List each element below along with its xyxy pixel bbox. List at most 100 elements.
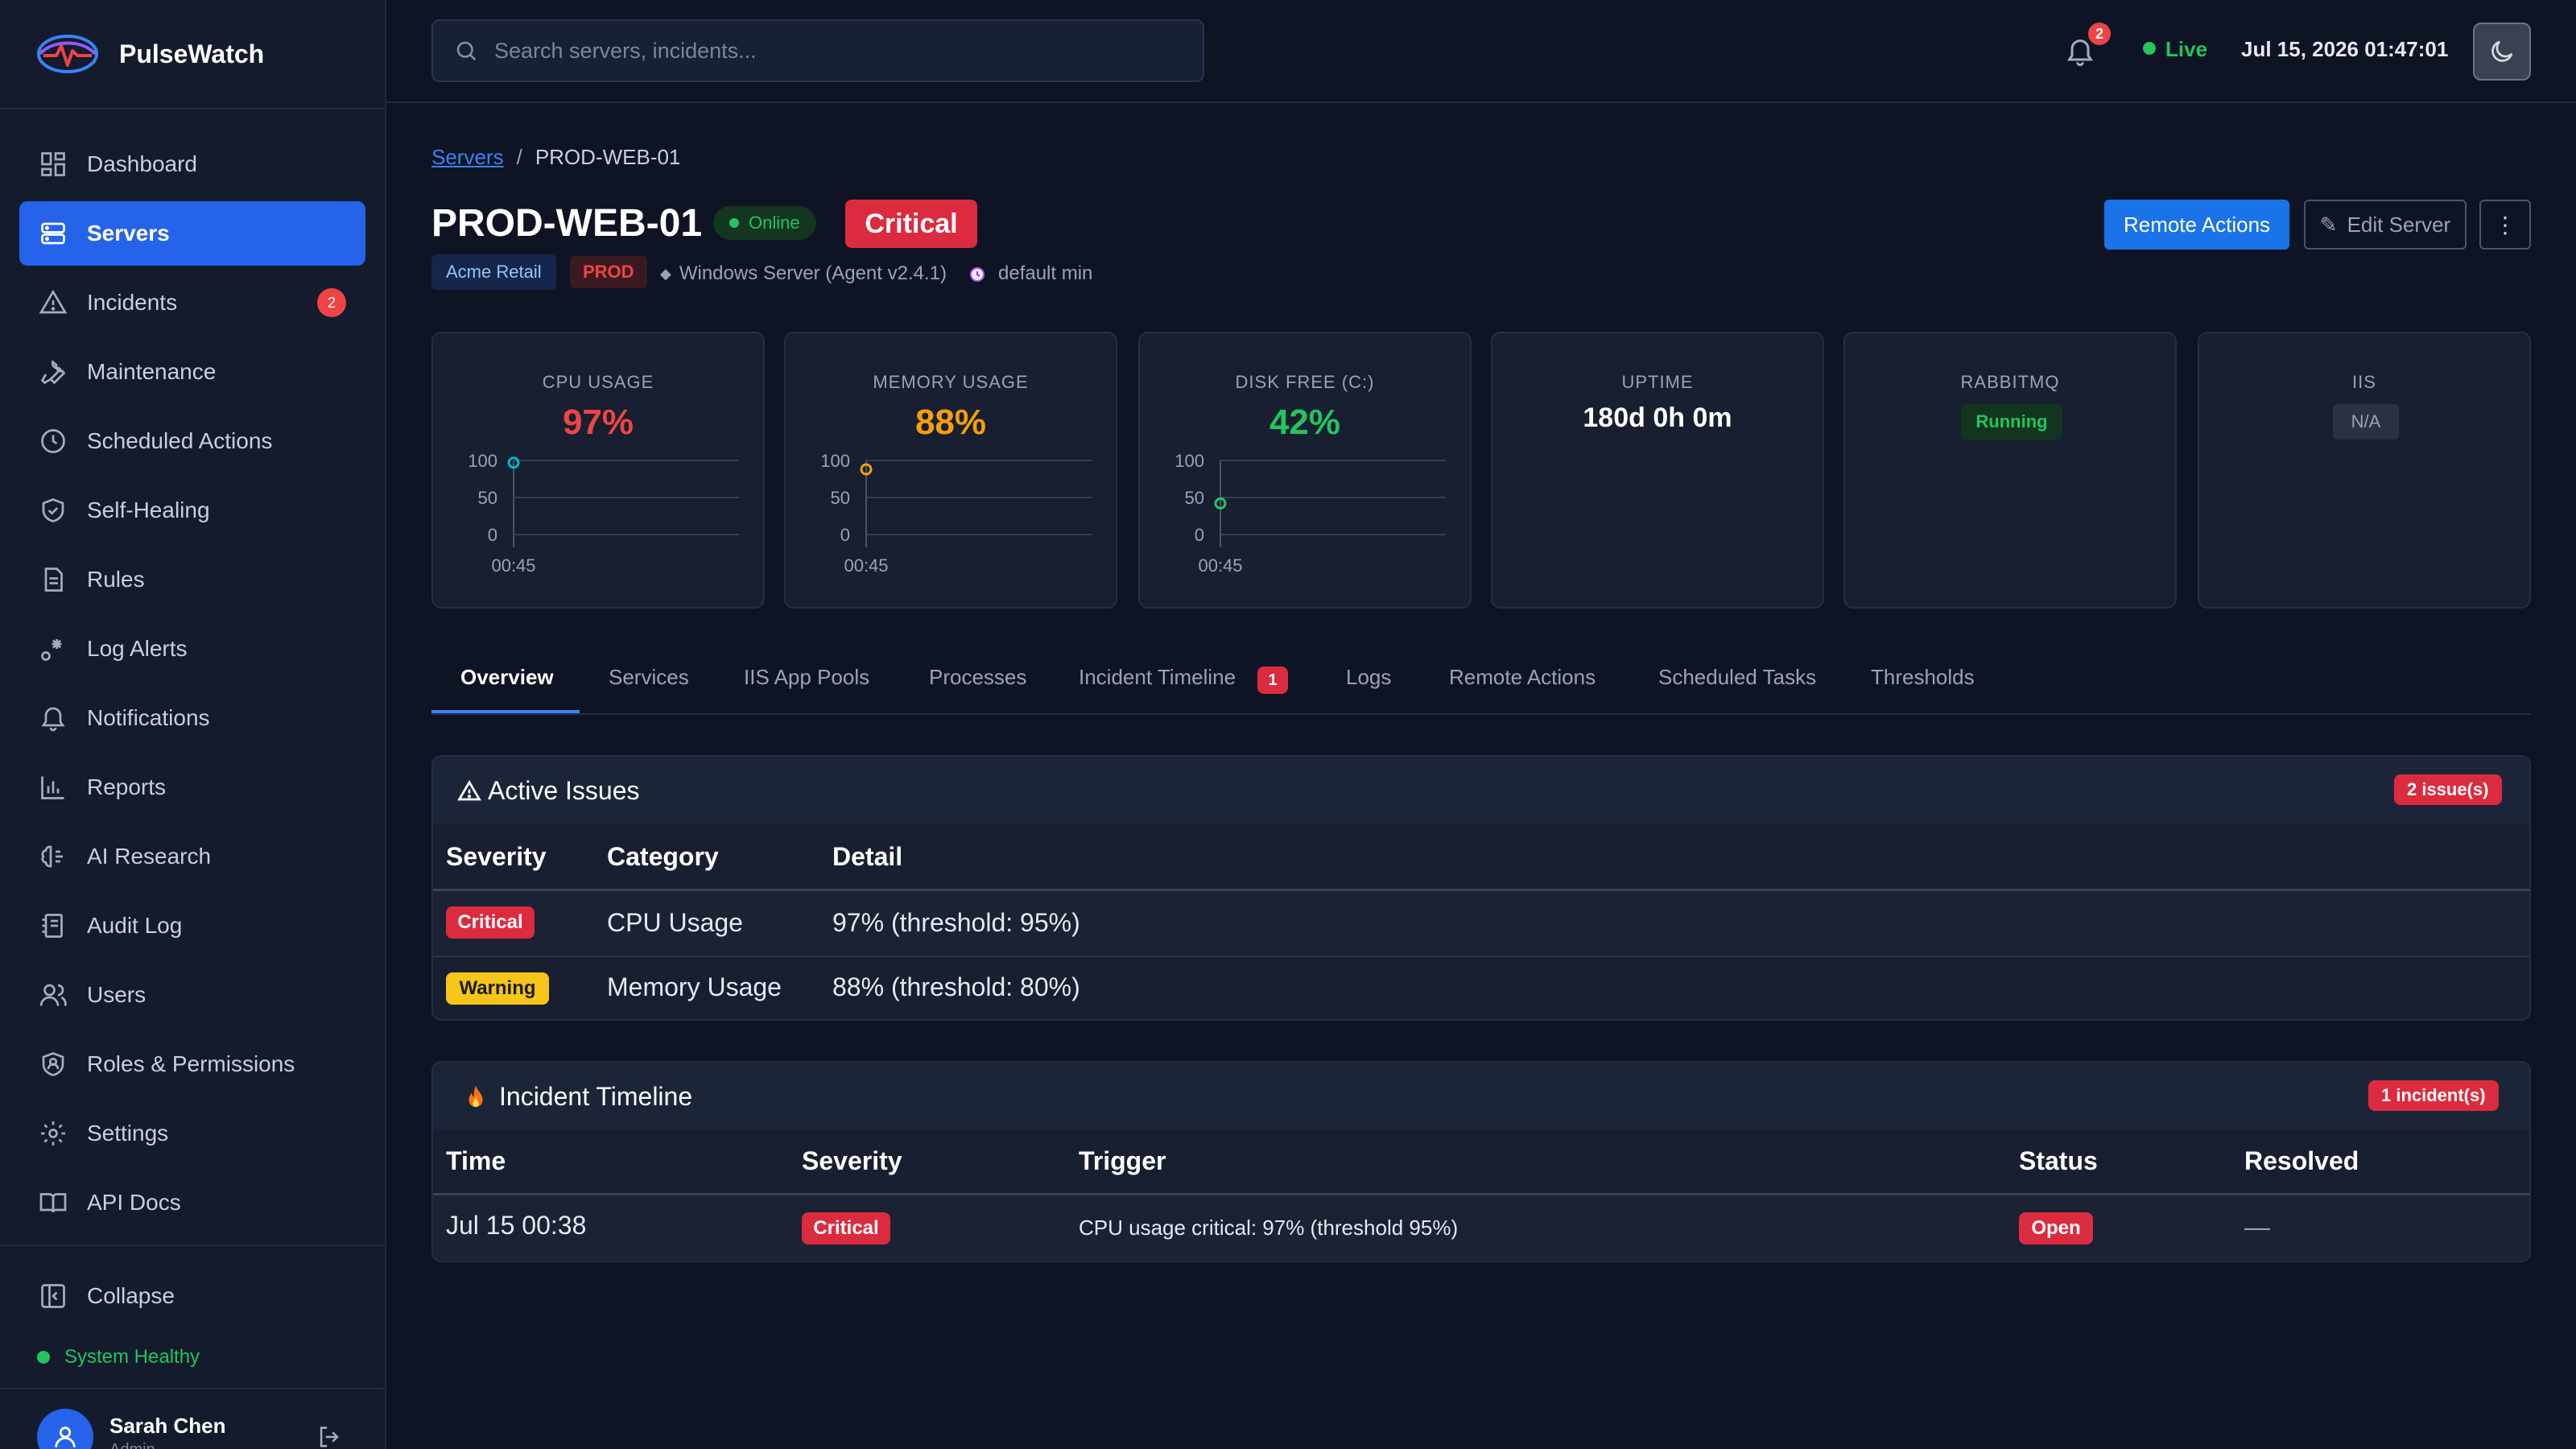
notifications-bell-icon[interactable]: [2064, 35, 2096, 68]
live-indicator: Live: [2165, 37, 2208, 61]
active-tab-indicator: [431, 710, 580, 713]
sidebar-item-servers[interactable]: Servers: [19, 201, 365, 266]
tab-remote-actions[interactable]: Remote Actions: [1449, 665, 1596, 689]
pencil-icon: ✎: [2319, 212, 2338, 237]
y-tick-label: 0: [488, 525, 497, 545]
sidebar-item-label: Audit Log: [87, 913, 183, 938]
warning-triangle-icon: [457, 779, 481, 803]
severity-badge-critical: Critical: [802, 1212, 890, 1245]
issue-category: Memory Usage: [607, 972, 782, 1001]
log-alert-icon: [39, 634, 68, 663]
sidebar-item-log-alerts[interactable]: Log Alerts: [19, 617, 365, 681]
sidebar: PulseWatch Dashboard Servers Incidents 2…: [0, 0, 386, 1449]
tab-incident-timeline[interactable]: Incident Timeline: [1079, 665, 1236, 689]
incident-timeline-count-badge: 1: [1257, 667, 1288, 694]
avatar[interactable]: [37, 1409, 93, 1449]
incident-timeline-title: Incident Timeline: [499, 1082, 693, 1111]
breadcrumb-link-servers[interactable]: Servers: [431, 145, 504, 169]
user-icon: [55, 1426, 76, 1447]
alarm-clock-icon: [968, 264, 987, 283]
metric-title: CPU USAGE: [542, 372, 654, 392]
theme-toggle-button[interactable]: [2473, 23, 2531, 80]
users-icon: [39, 980, 68, 1009]
sidebar-item-label: Reports: [87, 774, 167, 799]
column-header-category: Category: [607, 842, 719, 871]
collapse-button[interactable]: Collapse: [19, 1264, 365, 1328]
live-dot-icon: [2143, 42, 2156, 55]
pulsewatch-logo-icon: [35, 31, 100, 76]
column-header-trigger: Trigger: [1079, 1146, 1166, 1175]
shield-user-icon: [39, 1050, 68, 1079]
incidents-count-badge: 2: [317, 288, 346, 317]
column-header-time: Time: [446, 1146, 506, 1175]
sidebar-item-label: Scheduled Actions: [87, 428, 273, 453]
sidebar-item-dashboard[interactable]: Dashboard: [19, 132, 365, 196]
column-header-detail: Detail: [832, 842, 903, 871]
tab-thresholds[interactable]: Thresholds: [1871, 665, 1975, 689]
sidebar-item-self-healing[interactable]: Self-Healing: [19, 478, 365, 543]
data-point: [860, 463, 873, 476]
remote-actions-button[interactable]: Remote Actions: [2104, 200, 2289, 250]
user-name: Sarah Chen: [109, 1414, 226, 1438]
issue-count-badge: 2 issue(s): [2394, 774, 2502, 805]
panel-title: Active Issues: [457, 776, 640, 806]
metric-card-rabbitmq: RABBITMQ Running: [1843, 332, 2177, 609]
metric-card-uptime: UPTIME 180d 0h 0m: [1491, 332, 1824, 609]
panel-title: Incident Timeline: [464, 1082, 692, 1112]
memory-sparkline-chart: 100 50 0 00:45: [820, 451, 1092, 576]
logout-icon[interactable]: [316, 1423, 343, 1449]
tab-processes[interactable]: Processes: [929, 665, 1027, 689]
sidebar-item-incidents[interactable]: Incidents 2: [19, 270, 365, 335]
moon-icon: [2491, 40, 2513, 62]
search-icon: [454, 39, 478, 63]
more-options-button[interactable]: ⋮: [2479, 200, 2531, 250]
metric-card-memory: MEMORY USAGE 88% 100 50 0 00:45: [784, 332, 1117, 609]
edit-server-button[interactable]: ✎ Edit Server: [2304, 200, 2467, 250]
status-dot-icon: [37, 1351, 50, 1364]
y-tick-label: 0: [1195, 525, 1204, 545]
edit-server-label: Edit Server: [2347, 212, 2451, 237]
collapse-icon: [39, 1282, 68, 1311]
search-input[interactable]: Search servers, incidents...: [431, 19, 1204, 82]
tab-iis-app-pools[interactable]: IIS App Pools: [744, 665, 870, 689]
sidebar-item-reports[interactable]: Reports: [19, 755, 365, 819]
sidebar-divider: [0, 1245, 385, 1246]
environment-badge: PROD: [570, 256, 647, 288]
sidebar-divider: [0, 1388, 385, 1389]
panel-header: [433, 1063, 2529, 1130]
wrench-icon: [39, 357, 68, 386]
rabbitmq-status-badge: Running: [1961, 404, 2062, 440]
tab-scheduled-tasks[interactable]: Scheduled Tasks: [1658, 665, 1817, 689]
online-status-badge: Online: [713, 206, 816, 240]
breadcrumb: Servers / PROD-WEB-01: [431, 145, 680, 170]
sidebar-item-settings[interactable]: Settings: [19, 1101, 365, 1166]
active-issues-panel: Active Issues 2 issue(s) Severity Catego…: [431, 755, 2531, 1021]
metric-title: DISK FREE (C:): [1235, 372, 1375, 392]
sidebar-item-roles-permissions[interactable]: Roles & Permissions: [19, 1032, 365, 1096]
tab-overview[interactable]: Overview: [460, 665, 554, 689]
column-header-resolved: Resolved: [2244, 1146, 2359, 1175]
search-placeholder: Search servers, incidents...: [494, 38, 757, 63]
severity-badge: Critical: [845, 200, 977, 248]
sidebar-item-users[interactable]: Users: [19, 963, 365, 1027]
sidebar-item-ai-research[interactable]: AI Research: [19, 824, 365, 889]
bell-icon: [39, 704, 68, 733]
sidebar-item-notifications[interactable]: Notifications: [19, 686, 365, 750]
table-header-divider: [433, 889, 2529, 891]
sidebar-item-scheduled-actions[interactable]: Scheduled Actions: [19, 409, 365, 473]
system-status-text: System Healthy: [64, 1346, 200, 1368]
gear-icon: [39, 1119, 68, 1148]
x-tick-label: 00:45: [844, 555, 888, 576]
table-row[interactable]: [433, 1195, 2529, 1260]
collapse-label: Collapse: [87, 1283, 175, 1308]
sidebar-item-maintenance[interactable]: Maintenance: [19, 340, 365, 404]
shield-check-icon: [39, 496, 68, 525]
sidebar-item-audit-log[interactable]: Audit Log: [19, 894, 365, 958]
active-issues-title: Active Issues: [488, 776, 640, 805]
sidebar-item-rules[interactable]: Rules: [19, 547, 365, 612]
user-role: Admin: [109, 1441, 155, 1449]
sidebar-item-api-docs[interactable]: API Docs: [19, 1170, 365, 1235]
tab-services[interactable]: Services: [609, 665, 689, 689]
tab-logs[interactable]: Logs: [1346, 665, 1392, 689]
metric-card-cpu: CPU USAGE 97% 100 50 0 00:45: [431, 332, 765, 609]
